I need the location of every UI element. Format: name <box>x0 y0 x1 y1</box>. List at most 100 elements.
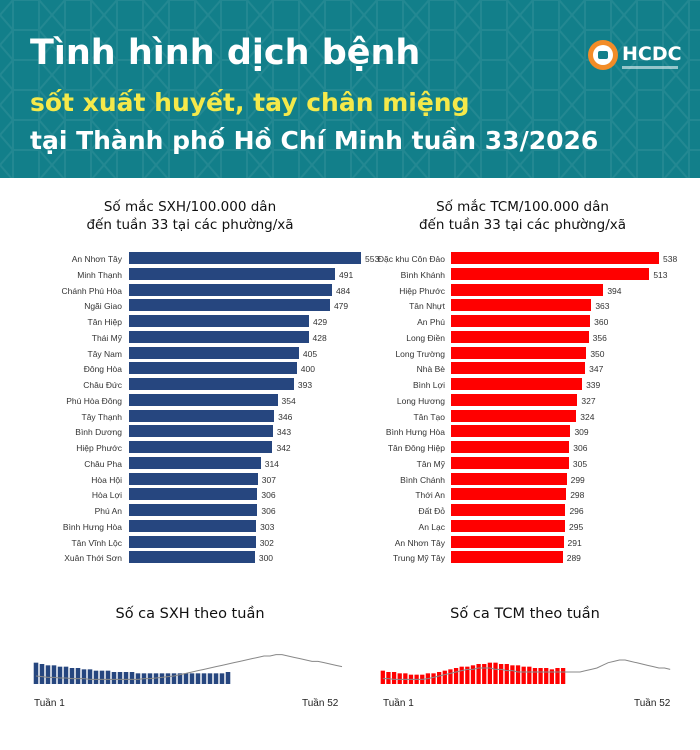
sxh-label: Minh Thạnh <box>77 269 122 280</box>
tcm-bar <box>451 441 570 453</box>
sxh-week-bar <box>159 673 165 684</box>
sxh-bar <box>129 551 255 564</box>
sxh-value: 354 <box>281 395 296 406</box>
sxh-comparison-line <box>35 654 343 680</box>
tcm-value: 289 <box>566 553 581 564</box>
tcm-bar <box>451 362 586 375</box>
tcm-chart-title-line2: đến tuần 33 tại các phường/xã <box>418 217 627 233</box>
sxh-value: 429 <box>312 317 328 327</box>
sxh-week-bar <box>213 673 219 684</box>
sxh-label: Bình Hưng Hòa <box>62 521 122 532</box>
tcm-weekly-chart <box>380 659 671 684</box>
tcm-label: Đất Đỏ <box>418 506 445 516</box>
sxh-week-bar <box>183 673 189 684</box>
sxh-value: 393 <box>297 380 313 390</box>
sxh-value: 484 <box>336 285 351 296</box>
sxh-week-bar <box>69 668 75 684</box>
tcm-value: 324 <box>580 411 595 422</box>
tcm-bar <box>451 504 566 516</box>
tcm-label: Bình Lợi <box>412 380 445 390</box>
tcm-week-bar <box>493 662 498 684</box>
tcm-bar <box>451 283 604 296</box>
tcm-bar <box>451 267 650 280</box>
sxh-label: Tây Nam <box>87 348 122 359</box>
tcm-week-bar <box>549 669 554 684</box>
sxh-week-bar <box>105 670 111 684</box>
tcm-value: 339 <box>586 380 601 390</box>
sxh-week-bar <box>111 672 117 684</box>
sxh-bar <box>129 330 309 343</box>
tcm-chart-title-line1: Số mắc TCM/100.000 dân <box>436 199 609 215</box>
sxh-week-bar <box>51 665 57 684</box>
tcm-bar <box>451 425 571 438</box>
tcm-week-bar <box>470 665 476 684</box>
sxh-label: Tân Hiệp <box>87 317 123 327</box>
sxh-week-bar <box>189 673 195 684</box>
sxh-chart-title-line1: Số mắc SXH/100.000 dân <box>103 199 277 215</box>
sxh-label: Hòa Lợi <box>91 490 122 501</box>
tcm-label: Trung Mỹ Tây <box>393 553 445 564</box>
tcm-label: An Lạc <box>418 521 445 532</box>
sxh-week-bar <box>99 670 105 684</box>
tcm-bar <box>451 393 578 406</box>
sxh-week-bar <box>129 672 135 684</box>
sxh-value: 428 <box>312 332 327 343</box>
tcm-bar <box>451 551 563 564</box>
tcm-label: Bình Chánh <box>400 474 445 485</box>
hcdc-logo-text: HCDC <box>622 43 682 65</box>
tcm-label: Long Hương <box>396 395 445 406</box>
sxh-week-bar <box>201 673 207 684</box>
tcm-week-bar <box>437 672 442 684</box>
sxh-value: 400 <box>300 364 315 375</box>
sxh-week-bar <box>195 673 201 684</box>
sxh-value: 491 <box>338 269 354 280</box>
tcm-comparison-line <box>382 659 671 680</box>
title-line-3: tại Thành phố Hồ Chí Minh tuần 33/2026 <box>30 126 599 155</box>
tcm-week-bar <box>453 668 459 684</box>
tcm-value: 356 <box>592 332 607 343</box>
tcm-value: 299 <box>570 474 585 485</box>
sxh-value: 479 <box>333 301 349 312</box>
sxh-label: Xuân Thới Sơn <box>64 553 122 564</box>
sxh-bar <box>129 283 333 296</box>
tcm-value: 306 <box>573 443 588 453</box>
sxh-value: 342 <box>276 443 291 453</box>
sxh-week-bar <box>225 672 231 684</box>
tcm-value: 350 <box>590 348 605 359</box>
sxh-bar <box>129 267 335 280</box>
sxh-value: 302 <box>259 537 274 548</box>
sxh-week-bar <box>165 673 171 684</box>
sxh-value: 306 <box>261 490 276 501</box>
tcm-value: 538 <box>663 254 678 264</box>
sxh-week-bar <box>207 673 213 684</box>
sxh-value: 405 <box>302 348 318 359</box>
title-line-1: Tình hình dịch bệnh <box>30 33 421 73</box>
sxh-week-bar <box>93 670 99 684</box>
sxh-week-bar <box>177 673 183 684</box>
tcm-label: Đặc khu Côn Đảo <box>377 254 445 264</box>
tcm-value: 513 <box>653 269 668 280</box>
sxh-bar <box>129 315 309 327</box>
tcm-week-bar <box>465 666 470 684</box>
tcm-bar <box>451 488 567 501</box>
sxh-label: Phú Hòa Đông <box>66 395 122 406</box>
tcm-week-bar <box>538 668 543 684</box>
sxh-bar <box>129 252 361 264</box>
tcm-bar <box>451 252 659 264</box>
hcdc-logo: HCDC <box>588 40 682 76</box>
tcm-label: An Nhơn Tây <box>394 537 445 548</box>
tcm-week-bar <box>459 666 464 684</box>
sxh-bar <box>129 504 258 516</box>
tcm-week-bar <box>386 672 391 684</box>
tcm-label: Hiệp Phước <box>399 285 445 296</box>
tcm-label: Thới An <box>415 490 445 501</box>
tcm-bar <box>451 315 591 327</box>
sxh-bar <box>129 456 261 469</box>
sxh-chart-title-line2: đến tuần 33 tại các phường/xã <box>86 217 294 233</box>
tcm-week-bar <box>391 672 397 684</box>
sxh-label: Phú An <box>94 506 122 516</box>
sxh-week-bar <box>117 672 123 684</box>
tcm-bar <box>451 330 589 343</box>
header-banner: Tình hình dịch bệnh sốt xuất huyết, tay … <box>0 0 700 178</box>
tcm-bar <box>451 472 567 485</box>
